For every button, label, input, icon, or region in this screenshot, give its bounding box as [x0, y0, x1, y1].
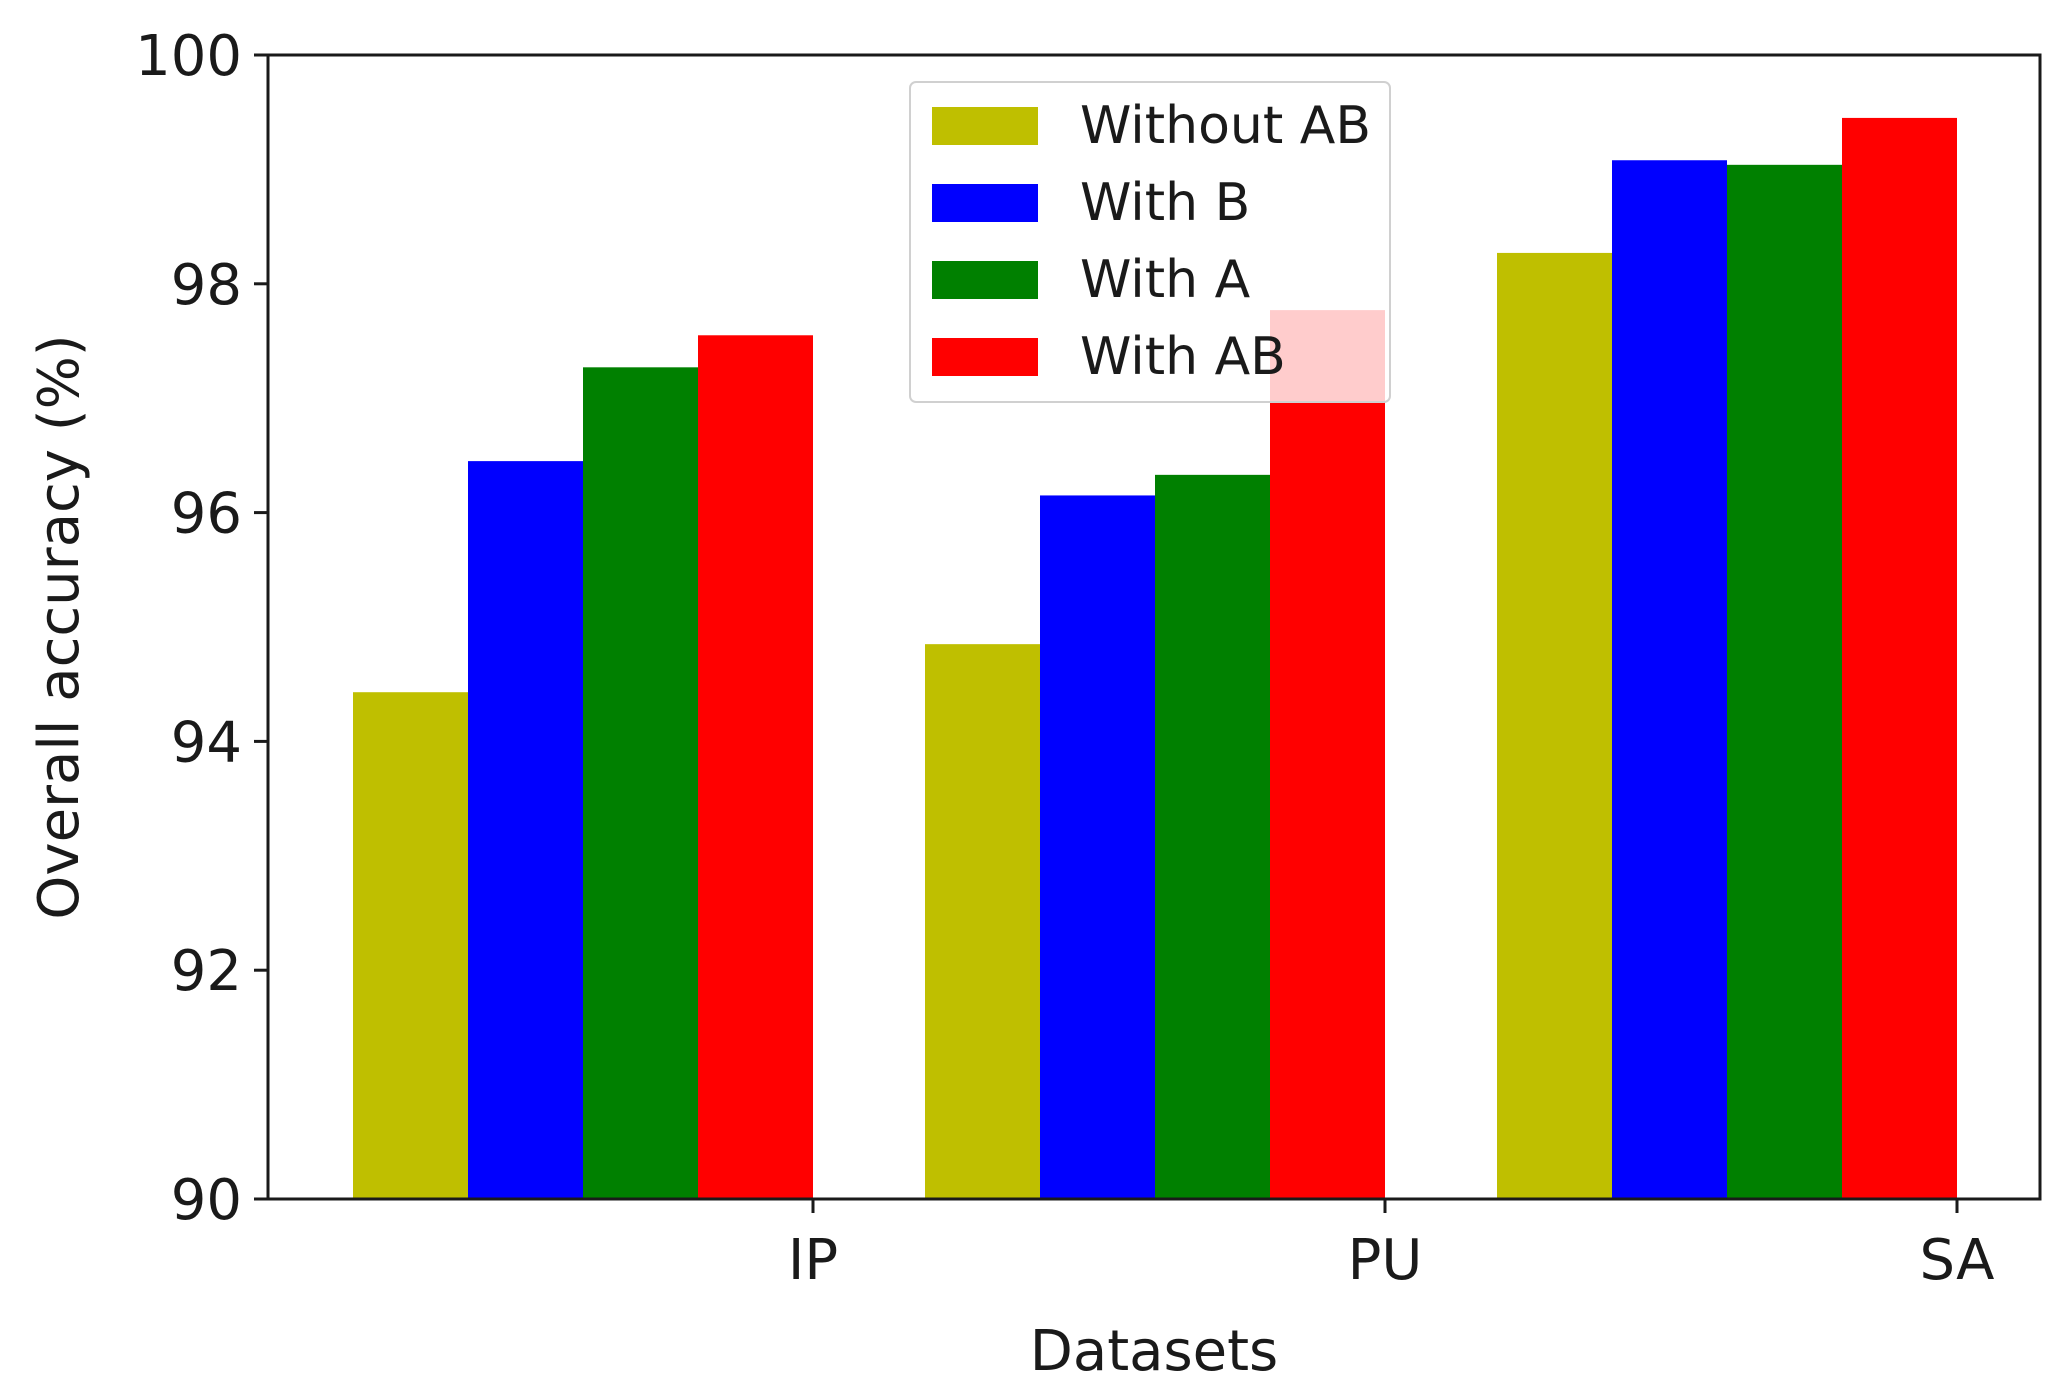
bars-group — [353, 117, 1957, 1200]
bar-ip-with-ab — [698, 335, 813, 1199]
bar-sa-with-b — [1612, 160, 1727, 1199]
y-tick-label: 100 — [135, 24, 242, 89]
y-tick-label: 94 — [171, 710, 242, 775]
legend-swatch — [932, 107, 1038, 145]
bar-ip-with-a — [583, 367, 698, 1199]
legend-label: With B — [1080, 173, 1250, 233]
y-tick-label: 90 — [171, 1168, 242, 1233]
bar-sa-with-a — [1727, 164, 1842, 1200]
bar-pu-with-b — [1040, 495, 1155, 1199]
bar-sa-with-ab — [1842, 117, 1957, 1199]
x-tick-label: IP — [788, 1228, 838, 1293]
legend-label: With AB — [1080, 327, 1286, 387]
x-tick-label: PU — [1348, 1228, 1423, 1293]
legend-label: With A — [1080, 250, 1251, 310]
y-axis: 90 92 94 96 98 100 — [135, 24, 268, 1233]
bar-pu-with-a — [1155, 474, 1270, 1199]
legend-swatch — [932, 338, 1038, 376]
legend: Without AB With B With A With AB — [909, 81, 1391, 403]
bar-pu-with-ab — [1270, 310, 1385, 1199]
legend-box — [909, 81, 1391, 403]
legend-swatch — [932, 184, 1038, 222]
y-tick-label: 98 — [171, 253, 242, 318]
bar-ip-without-ab — [353, 692, 468, 1199]
y-tick-label: 96 — [171, 482, 242, 547]
legend-swatch — [932, 261, 1038, 299]
y-tick-label: 92 — [171, 939, 242, 1004]
x-tick-label: SA — [1920, 1228, 1995, 1293]
y-axis-label: Overall accuracy (%) — [27, 334, 92, 919]
plot-frame — [266, 53, 2042, 1201]
legend-label: Without AB — [1080, 96, 1371, 156]
x-axis-label: Datasets — [1030, 1319, 1278, 1384]
bar-ip-with-b — [468, 461, 583, 1199]
bar-sa-without-ab — [1497, 252, 1612, 1200]
bar-pu-without-ab — [925, 644, 1040, 1199]
x-axis: IP PU SA — [788, 1199, 1995, 1293]
